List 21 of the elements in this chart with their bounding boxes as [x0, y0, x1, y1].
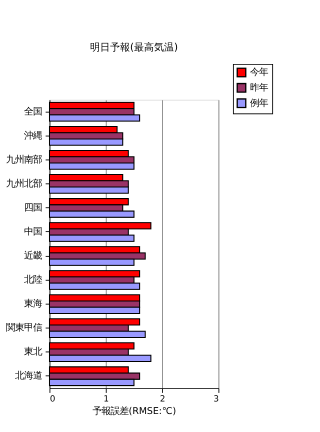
- y-tick-label: 北陸: [24, 274, 42, 286]
- y-tick-label: 東海: [24, 298, 42, 310]
- y-tick-label: 全国: [24, 106, 42, 118]
- chart-title: 明日予報(最高気温): [90, 42, 178, 54]
- y-tick-label: 東北: [24, 346, 42, 358]
- y-tick-label: 中国: [24, 226, 42, 238]
- legend-label: 昨年: [250, 82, 268, 94]
- x-axis-title: 予報誤差(RMSE:℃): [92, 406, 176, 418]
- x-tick-label: 0: [50, 394, 56, 404]
- x-tick-label: 1: [104, 394, 109, 404]
- x-tick-label: 2: [160, 394, 166, 404]
- legend-label: 今年: [250, 67, 268, 78]
- legend-label: 例年: [250, 98, 268, 109]
- y-tick-label: 九州南部: [6, 154, 42, 166]
- y-tick-label: 九州北部: [6, 178, 42, 190]
- x-tick-label: 3: [213, 394, 219, 404]
- y-tick-label: 近畿: [24, 250, 42, 262]
- y-tick-label: 四国: [24, 202, 42, 214]
- y-tick-label: 北海道: [15, 370, 42, 382]
- y-tick-label: 関東甲信: [6, 322, 42, 334]
- y-tick-label: 沖縄: [24, 130, 42, 142]
